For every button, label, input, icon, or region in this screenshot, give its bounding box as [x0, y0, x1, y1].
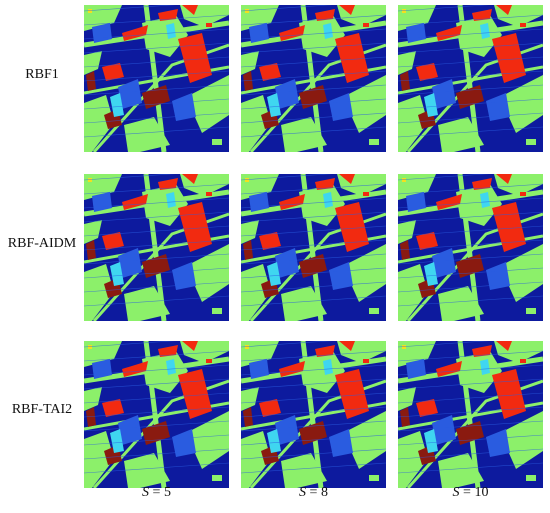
classification-map-graphic	[84, 5, 229, 152]
row-label-rbf-tai2: RBF-TAI2	[11, 402, 73, 417]
classification-map-graphic	[241, 174, 386, 321]
column-label-s10: S = 10	[452, 485, 489, 500]
row-label-rbf-aidm: RBF-AIDM	[7, 236, 77, 251]
classification-map-r3-c3	[398, 341, 543, 488]
classification-map-graphic	[398, 174, 543, 321]
classification-map-r2-c1	[84, 174, 229, 321]
classification-map-graphic	[241, 5, 386, 152]
column-label-s5: S = 5	[142, 485, 171, 500]
row-label-rbf1: RBF1	[25, 67, 59, 82]
classification-map-r1-c1	[84, 5, 229, 152]
classification-map-r2-c2	[241, 174, 386, 321]
column-label-s8: S = 8	[299, 485, 328, 500]
classification-map-r3-c2	[241, 341, 386, 488]
classification-map-graphic	[84, 174, 229, 321]
classification-map-r1-c3	[398, 5, 543, 152]
classification-map-graphic	[241, 341, 386, 488]
classification-map-graphic	[84, 341, 229, 488]
classification-map-graphic	[398, 341, 543, 488]
classification-map-r1-c2	[241, 5, 386, 152]
classification-map-graphic	[398, 5, 543, 152]
classification-map-r3-c1	[84, 341, 229, 488]
classification-map-r2-c3	[398, 174, 543, 321]
